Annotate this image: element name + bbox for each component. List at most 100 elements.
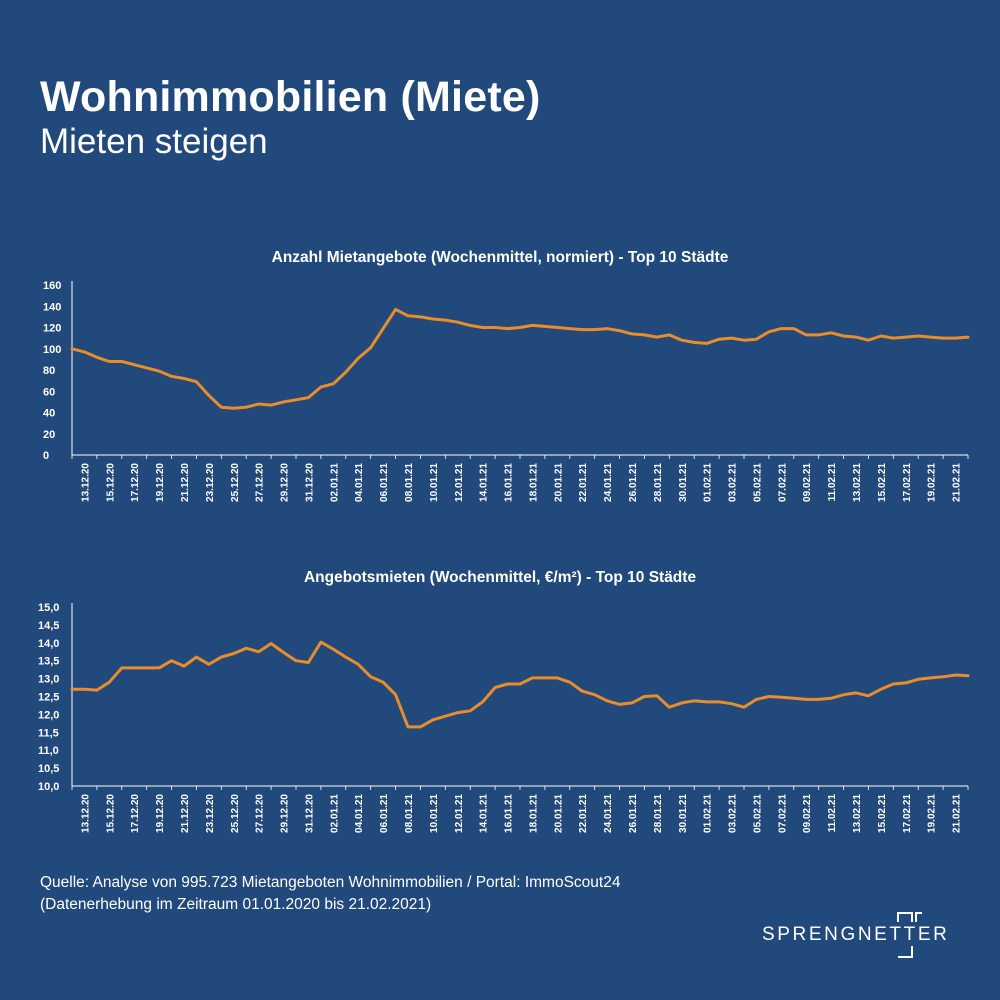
x-tick-label: 10.01.21 — [429, 463, 440, 502]
source-line-2: (Datenerhebung im Zeitraum 01.01.2020 bi… — [40, 896, 432, 913]
x-tick-label: 26.01.21 — [628, 794, 639, 833]
x-tick-label: 08.01.21 — [404, 463, 415, 502]
y-tick-label: 120 — [43, 323, 61, 335]
x-tick-label: 23.12.20 — [205, 794, 216, 833]
x-tick-label: 19.12.20 — [155, 794, 166, 833]
x-tick-label: 14.01.21 — [479, 794, 490, 833]
y-tick-label: 0 — [43, 450, 49, 462]
x-tick-label: 13.02.21 — [852, 463, 863, 502]
y-tick-label: 13,5 — [38, 656, 59, 668]
x-tick-label: 18.01.21 — [528, 463, 539, 502]
x-tick-label: 21.02.21 — [952, 463, 963, 502]
series-line — [70, 307, 970, 410]
x-tick-label: 31.12.20 — [304, 794, 315, 833]
x-tick-label: 15.12.20 — [105, 463, 116, 502]
x-tick-label: 21.02.21 — [952, 794, 963, 833]
y-tick-label: 14,5 — [38, 620, 59, 632]
x-tick-label: 01.02.21 — [703, 463, 714, 502]
x-tick-label: 20.01.21 — [553, 463, 564, 502]
x-tick-label: 04.01.21 — [354, 463, 365, 502]
y-tick-label: 13,0 — [38, 674, 59, 686]
x-tick-label: 01.02.21 — [703, 794, 714, 833]
x-tick-label: 28.01.21 — [653, 794, 664, 833]
x-tick-label: 30.01.21 — [678, 463, 689, 502]
x-tick-label: 11.02.21 — [827, 794, 838, 833]
x-tick-label: 04.01.21 — [354, 794, 365, 833]
x-tick-label: 09.02.21 — [802, 463, 813, 502]
x-tick-label: 10.01.21 — [429, 794, 440, 833]
x-tick-label: 24.01.21 — [603, 463, 614, 502]
x-tick-label: 02.01.21 — [329, 794, 340, 833]
x-tick-label: 21.12.20 — [180, 794, 191, 833]
x-tick-label: 20.01.21 — [553, 794, 564, 833]
x-tick-label: 17.02.21 — [902, 794, 913, 833]
x-tick-label: 19.12.20 — [155, 463, 166, 502]
y-tick-label: 80 — [43, 365, 55, 377]
x-tick-label: 22.01.21 — [578, 794, 589, 833]
x-tick-label: 22.01.21 — [578, 463, 589, 502]
x-tick-label: 07.02.21 — [777, 463, 788, 502]
x-tick-label: 11.02.21 — [827, 463, 838, 502]
x-tick-label: 27.12.20 — [255, 794, 266, 833]
x-tick-label: 25.12.20 — [230, 794, 241, 833]
y-tick-label: 140 — [43, 301, 61, 313]
y-tick-label: 100 — [43, 344, 61, 356]
x-tick-label: 13.02.21 — [852, 794, 863, 833]
x-tick-label: 12.01.21 — [454, 794, 465, 833]
y-tick-label: 60 — [43, 386, 55, 398]
source-line-1: Quelle: Analyse von 995.723 Mietangebote… — [40, 874, 621, 891]
x-tick-label: 19.02.21 — [927, 794, 938, 833]
logo-bracket-icon — [897, 912, 922, 958]
page-title: Wohnimmobilien (Miete) — [40, 73, 541, 121]
x-tick-label: 05.02.21 — [752, 794, 763, 833]
x-tick-label: 15.12.20 — [105, 794, 116, 833]
y-tick-label: 10,0 — [38, 781, 59, 793]
series-line — [70, 640, 970, 729]
x-tick-label: 07.02.21 — [777, 794, 788, 833]
x-tick-label: 15.02.21 — [877, 463, 888, 502]
x-tick-label: 31.12.20 — [304, 463, 315, 502]
x-tick-label: 12.01.21 — [454, 463, 465, 502]
x-tick-label: 18.01.21 — [528, 794, 539, 833]
x-tick-label: 27.12.20 — [255, 463, 266, 502]
rents-line-chart: 10,0 10,5 11,0 11,5 12,0 12,5 13,0 13,5 14,0 14,5… — [38, 602, 970, 833]
sprengnetter-logo: SPRENGNETTER — [762, 910, 952, 960]
x-tick-label: 05.02.21 — [752, 463, 763, 502]
y-tick-label: 160 — [43, 280, 61, 292]
x-tick-label: 03.02.21 — [728, 463, 739, 502]
x-tick-label: 28.01.21 — [653, 463, 664, 502]
x-tick-label: 21.12.20 — [180, 463, 191, 502]
x-tick-label: 17.12.20 — [130, 794, 141, 833]
x-tick-label: 08.01.21 — [404, 794, 415, 833]
x-tick-label: 15.02.21 — [877, 794, 888, 833]
x-tick-label: 09.02.21 — [802, 794, 813, 833]
chart-title-rents: Angebotsmieten (Wochenmittel, €/m²) - To… — [303, 569, 697, 586]
x-tick-label: 23.12.20 — [205, 463, 216, 502]
listings-line-chart: 0 20 40 60 80 100 120 140 160 13.12.20 15.12.20 17.… — [43, 280, 970, 502]
x-tick-label: 06.01.21 — [379, 794, 390, 833]
x-tick-label: 13.12.20 — [80, 794, 91, 833]
x-tick-label: 29.12.20 — [280, 794, 291, 833]
y-tick-label: 14,0 — [38, 638, 59, 650]
page-subtitle: Mieten steigen — [40, 122, 268, 161]
chart-title-listings: Anzahl Mietangebote (Wochenmittel, normi… — [271, 249, 729, 266]
x-tick-label: 06.01.21 — [379, 463, 390, 502]
x-tick-label: 24.01.21 — [603, 794, 614, 833]
y-tick-label: 20 — [43, 429, 55, 441]
x-tick-label: 19.02.21 — [927, 463, 938, 502]
source-note: Quelle: Analyse von 995.723 Mietangebote… — [40, 872, 620, 916]
x-tick-label: 02.01.21 — [329, 463, 340, 502]
x-tick-label: 25.12.20 — [230, 463, 241, 502]
x-tick-label: 29.12.20 — [280, 463, 291, 502]
y-tick-label: 40 — [43, 408, 55, 420]
x-tick-label: 30.01.21 — [678, 794, 689, 833]
logo-text: SPRENGNETTER — [762, 924, 950, 945]
y-tick-label: 12,5 — [38, 692, 59, 704]
x-tick-label: 14.01.21 — [479, 463, 490, 502]
x-tick-label: 16.01.21 — [504, 463, 515, 502]
y-tick-label: 11,0 — [38, 745, 59, 757]
y-tick-label: 10,5 — [38, 763, 59, 775]
y-tick-label: 11,5 — [38, 727, 59, 739]
y-tick-label: 15,0 — [38, 602, 59, 614]
x-tick-label: 16.01.21 — [504, 794, 515, 833]
